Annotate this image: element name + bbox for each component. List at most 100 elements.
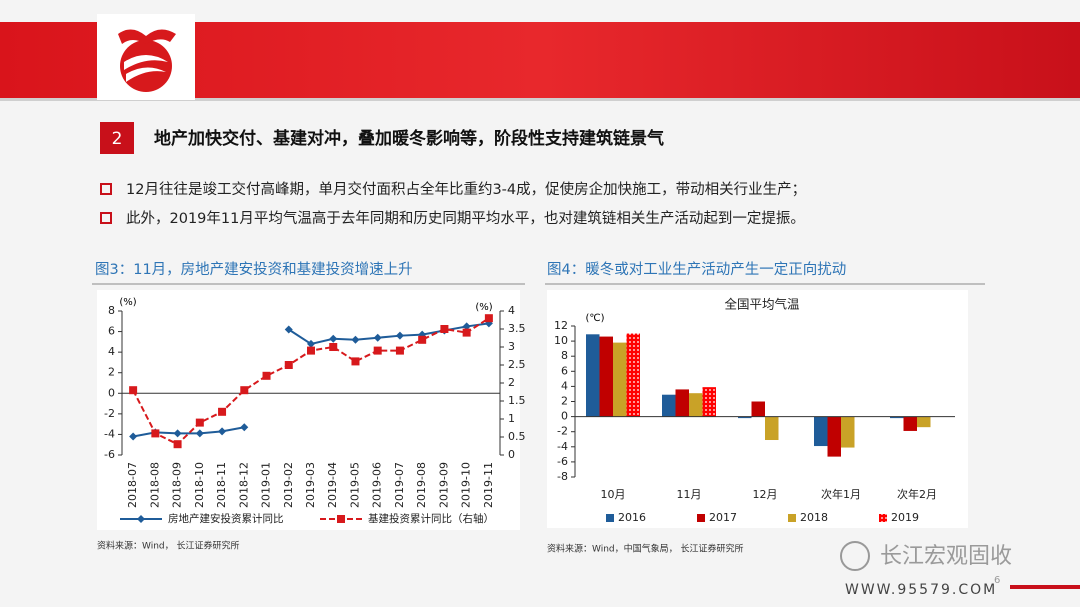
legend-swatch xyxy=(879,514,887,522)
y-tick-label: -2 xyxy=(557,425,568,438)
x-tick-label: 2019-05 xyxy=(348,462,361,508)
y-tick-label: 0 xyxy=(108,386,115,399)
y2-tick-label: 3 xyxy=(508,340,515,353)
legend-label: 2017 xyxy=(709,511,737,524)
marker xyxy=(218,407,227,416)
x-tick-label: 次年2月 xyxy=(897,487,937,501)
bullet-text: 此外，2019年11月平均气温高于去年同期和历史同期平均水平，也对建筑链相关生产… xyxy=(126,210,805,227)
marker xyxy=(462,328,471,337)
legend-swatch xyxy=(697,514,705,522)
x-tick-label: 2018-10 xyxy=(193,462,206,508)
y-tick-label: -6 xyxy=(557,455,568,468)
footer-rule xyxy=(1010,585,1080,589)
marker xyxy=(284,361,293,369)
heading: 地产加快交付、基建对冲，叠加暖冬影响等，阶段性支持建筑链景气 xyxy=(154,128,664,149)
x-tick-label: 次年1月 xyxy=(821,487,861,501)
y-tick-label: -8 xyxy=(557,470,568,483)
page-number: 6 xyxy=(994,575,1000,586)
x-tick-label: 2018-12 xyxy=(237,462,250,508)
y2-tick-label: 2 xyxy=(508,376,515,389)
marker xyxy=(373,346,382,355)
y-tick-label: 2 xyxy=(561,395,568,408)
figure-title: 图4：暖冬或对工业生产活动产生一定正向扰动 xyxy=(547,261,846,278)
marker xyxy=(462,322,471,331)
y-tick-label: 8 xyxy=(108,304,115,317)
bar xyxy=(903,416,917,431)
bar xyxy=(662,394,676,417)
section-box xyxy=(100,122,134,154)
banner-rule xyxy=(0,98,1080,101)
y-tick-label: 4 xyxy=(108,345,115,358)
x-tick-label: 2018-11 xyxy=(215,462,228,508)
marker xyxy=(307,346,315,355)
y2-tick-label: 0 xyxy=(508,448,515,461)
legend-label: 基建投资累计同比（右轴） xyxy=(368,512,494,525)
marker xyxy=(240,423,249,432)
legend-label: 2018 xyxy=(800,511,828,524)
marker xyxy=(351,335,360,344)
x-tick-label: 2018-08 xyxy=(148,462,161,508)
marker xyxy=(137,515,145,523)
bar xyxy=(613,342,627,417)
marker xyxy=(395,346,404,355)
section-number: 2 xyxy=(112,129,123,149)
bar xyxy=(586,334,600,417)
marker xyxy=(329,343,338,351)
bullet-icon xyxy=(100,212,112,224)
bar xyxy=(702,387,716,417)
y-axis-label: (℃) xyxy=(585,313,604,324)
legend-label: 2019 xyxy=(891,511,919,524)
chart-title: 全国平均气温 xyxy=(724,297,800,312)
marker xyxy=(173,429,182,438)
marker xyxy=(440,325,449,333)
marker xyxy=(418,335,427,344)
marker xyxy=(129,432,138,441)
x-tick-label: 2019-06 xyxy=(371,462,384,508)
y-tick-label: 12 xyxy=(554,319,568,332)
y2-tick-label: 3.5 xyxy=(508,322,526,335)
x-tick-label: 2018-09 xyxy=(171,462,184,508)
marker xyxy=(373,333,382,342)
marker xyxy=(129,386,138,395)
x-tick-label: 2019-04 xyxy=(326,462,339,508)
y-tick-label: -4 xyxy=(104,427,115,440)
marker xyxy=(484,314,493,323)
marker xyxy=(329,334,338,343)
y-tick-label: -2 xyxy=(104,407,115,420)
bullet-icon xyxy=(100,183,112,195)
y-tick-label: 4 xyxy=(561,379,568,392)
marker xyxy=(151,429,160,438)
x-tick-label: 2019-08 xyxy=(415,462,428,508)
y2-tick-label: 2.5 xyxy=(508,358,526,371)
y-tick-label: 2 xyxy=(108,366,115,379)
bar xyxy=(738,416,752,419)
y2-tick-label: 0.5 xyxy=(508,430,526,443)
y-axis-label: (%) xyxy=(119,297,136,308)
bar xyxy=(626,333,640,417)
marker xyxy=(307,339,315,348)
marker xyxy=(240,386,249,395)
legend-swatch xyxy=(788,514,796,522)
marker xyxy=(337,515,345,523)
bar xyxy=(827,416,841,457)
marker xyxy=(218,427,227,436)
source-note: 资料来源：Wind， 长江证券研究所 xyxy=(97,540,239,552)
watermark-icon xyxy=(840,541,870,571)
source-note: 资料来源：Wind，中国气象局， 长江证券研究所 xyxy=(547,543,743,555)
y2-axis-label: (%) xyxy=(475,302,492,313)
y-tick-label: 8 xyxy=(561,349,568,362)
x-tick-label: 2019-01 xyxy=(260,462,273,508)
figure-title: 图3：11月，房地产建安投资和基建投资增速上升 xyxy=(95,261,413,278)
watermark: 长江宏观固收 xyxy=(880,544,1012,569)
x-tick-label: 2019-03 xyxy=(304,462,317,508)
marker xyxy=(262,371,271,380)
x-tick-label: 12月 xyxy=(753,488,778,501)
x-tick-label: 2019-11 xyxy=(482,462,495,508)
bar xyxy=(751,401,765,417)
marker xyxy=(284,325,293,334)
marker xyxy=(195,429,204,438)
bar xyxy=(675,389,689,417)
footer-url: WWW.95579.COM xyxy=(845,582,997,598)
bar xyxy=(814,416,828,447)
